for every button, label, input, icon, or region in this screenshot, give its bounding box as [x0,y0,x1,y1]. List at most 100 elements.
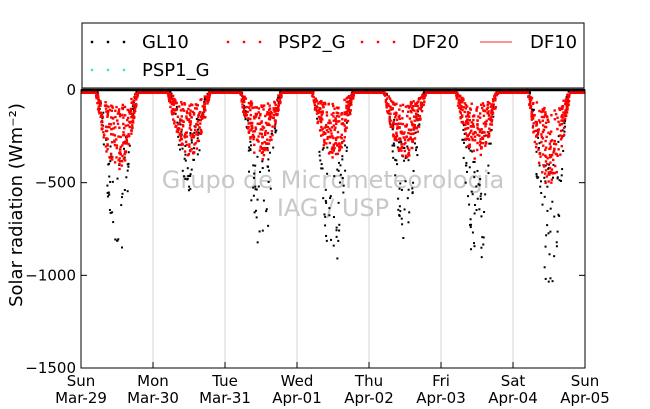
series-gl10-point [395,159,398,162]
series-df20-point [484,125,487,128]
series-gl10-point [407,188,410,191]
series-gl10-point [108,162,111,165]
series-psp2-g-point [477,128,480,131]
series-psp2-g-point [489,129,492,133]
series-psp2-g-point [278,97,282,101]
series-df20-point [98,104,102,107]
series-gl10-point [337,169,340,172]
series-psp2-g-point [118,162,121,166]
series-df20-point [560,136,564,139]
series-df20-point [125,142,128,145]
series-gl10-point [123,188,126,191]
series-df20-point [480,131,484,134]
series-df20-point [173,120,176,123]
series-gl10-point [259,170,262,173]
series-psp2-g-point [337,112,340,115]
series-psp2-g-point [422,103,425,106]
series-gl10-point [552,163,555,166]
series-df20-point [491,98,495,101]
series-df20-point [181,108,184,111]
series-psp2-g-point [261,125,264,128]
series-gl10-point [252,194,255,197]
series-psp2-g-point [386,111,390,114]
series-psp2-g-point [548,147,551,151]
series-gl10-point [561,129,564,132]
series-psp2-g-point [558,108,562,112]
series-gl10-point [475,209,478,212]
x-tick-label-day: Sun [67,372,96,390]
series-df20-point [335,122,338,126]
series-df20-point [347,103,350,106]
series-gl10-point [112,221,115,224]
series-gl10-point [253,172,256,175]
series-psp2-g-point [474,131,477,134]
series-psp2-g-point [112,127,115,130]
series-df20-point [334,138,338,142]
series-df20-point [334,119,338,123]
series-psp2-g-point [121,113,124,117]
series-df20-point [478,134,481,137]
series-gl10-point [480,246,483,249]
series-psp2-g-point [187,107,190,111]
series-df20-point [318,129,322,132]
series-df20-point [482,141,485,145]
series-gl10-point [268,151,271,154]
series-gl10-point [393,118,396,121]
series-df20-point [248,106,251,109]
series-df20-point [543,172,547,175]
series-gl10-point [242,107,245,110]
series-df20-point [327,130,330,134]
series-gl10-point [563,125,566,128]
series-df20-point [530,114,534,117]
series-df20-point [560,122,564,126]
series-df20-point [257,140,260,143]
series-psp2-g-point [489,105,493,108]
series-psp2-g-point [345,104,348,108]
series-psp2-g-point [263,146,267,150]
series-psp2-g-point [494,99,497,102]
series-gl10-point [478,184,481,187]
series-df20-point [562,99,565,102]
series-df20-point [415,126,418,130]
series-gl10-point [267,224,270,227]
series-gl10-point [262,199,265,202]
series-gl10-point [393,144,396,147]
series-gl10-point [258,230,261,233]
series-psp2-g-point [544,139,547,143]
series-df20-point [315,112,319,115]
series-gl10-point [560,179,563,182]
series-df20-point [482,131,486,134]
series-df20-point [404,105,408,108]
series-psp2-g-point [171,97,174,101]
series-df20-point [392,135,395,138]
series-df20-point [114,115,117,119]
series-df20-point [555,153,558,156]
series-df20-point [328,151,332,154]
series-df20-point [486,103,489,107]
series-psp2-g-point [459,94,462,98]
series-df20-point [244,115,247,118]
series-df20-point [394,136,398,139]
series-gl10-point [487,172,490,175]
series-df20-point [424,93,427,96]
series-gl10-point [465,146,468,149]
series-gl10-point [555,245,558,248]
series-psp2-g-point [249,129,252,132]
series-df20-point [277,108,280,112]
series-gl10-point [184,159,187,162]
series-gl10-point [471,150,474,153]
series-df20-point [564,101,568,105]
series-df20-point [257,135,260,138]
series-df20-point [531,102,535,106]
series-gl10-point [565,95,568,98]
series-gl10-point [249,148,252,151]
series-psp2-g-point [272,113,275,117]
series-df20-point [412,132,416,135]
series-psp2-g-point [189,122,192,125]
series-psp2-g-point [542,144,545,147]
series-psp2-g-point [490,103,493,106]
series-df20-point [251,126,254,130]
series-df20-point [552,151,555,154]
night-band [281,89,297,94]
series-df20-point [170,102,174,106]
